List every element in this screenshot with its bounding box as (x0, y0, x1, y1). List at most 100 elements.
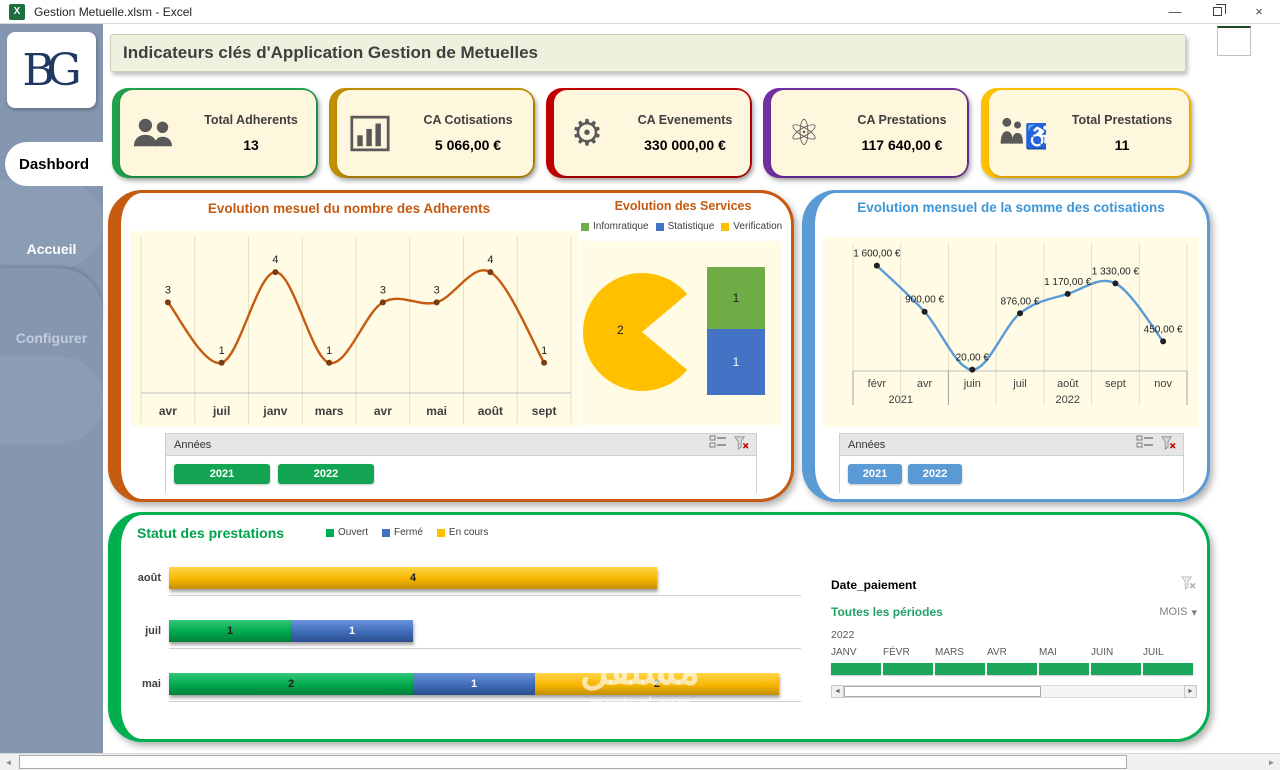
timeline-month[interactable]: JUIN (1091, 647, 1141, 675)
kpi-total-adherents: Total Adherents 13 (112, 88, 318, 178)
timeline-scrollbar-track[interactable] (844, 685, 1184, 698)
timeline-month[interactable]: FÉVR (883, 647, 933, 675)
svg-text:mars: mars (315, 404, 344, 418)
svg-text:août: août (478, 404, 503, 418)
services-legend: Infomratique Statistique Verification (581, 221, 785, 232)
slicer-button-2022[interactable]: 2022 (908, 464, 962, 484)
slicer-header[interactable]: Années (166, 434, 756, 456)
svg-text:2022: 2022 (1055, 394, 1079, 406)
scroll-left-arrow[interactable]: ◄ (4, 757, 13, 767)
legend-label: En cours (448, 527, 489, 538)
multiselect-icon[interactable] (1136, 435, 1154, 454)
legend-swatch (436, 528, 445, 537)
bar-segment-ouvert: 2 (169, 673, 413, 695)
kpi-value: 11 (1114, 137, 1130, 153)
kpi-value: 13 (243, 137, 259, 153)
legend-label: Ouvert (338, 527, 369, 538)
timeline-month[interactable]: JANV (831, 647, 881, 675)
sidebar: BG Dashbord Accueil Configurer (0, 24, 103, 753)
timeline-month-label: JUIN (1091, 647, 1114, 658)
timeline-month-block[interactable] (1091, 663, 1141, 675)
svg-text:2021: 2021 (888, 394, 912, 406)
timeline-scrollbar-thumb[interactable] (844, 686, 1042, 697)
timeline-month-block[interactable] (883, 663, 933, 675)
family-icon: ♿ (989, 90, 1055, 176)
bar-track: 4 (169, 567, 657, 589)
page-title: Indicateurs clés d'Application Gestion d… (123, 43, 538, 62)
slicer-header[interactable]: Années (840, 434, 1183, 456)
slicer-button-2021[interactable]: 2021 (174, 464, 270, 484)
close-button[interactable]: × (1255, 4, 1263, 19)
clear-filter-icon[interactable] (1160, 435, 1177, 455)
svg-text:juil: juil (1012, 378, 1026, 390)
timeline-month-label: JUIL (1143, 647, 1164, 658)
legend-item: Fermé (382, 527, 423, 538)
scrollbar-track[interactable] (17, 754, 1263, 770)
sidebar-item-configurer[interactable]: Configurer (15, 330, 88, 346)
svg-text:nov: nov (1154, 378, 1172, 390)
scroll-right-arrow[interactable]: ► (1267, 757, 1276, 767)
svg-text:3: 3 (165, 284, 171, 296)
kpi-label: Total Adherents (204, 113, 298, 127)
scrollbar-thumb[interactable] (19, 755, 1127, 769)
bar-category-label: mai (142, 678, 161, 690)
legend-item: Verification (721, 221, 782, 232)
chart-title-prestations: Statut des prestations (137, 525, 285, 541)
restore-button[interactable] (1196, 0, 1238, 23)
timeline-granularity-dropdown[interactable]: MOIS ▾ (1159, 606, 1197, 619)
slicer-annees-cotisations: Années 2021 2022 (839, 433, 1184, 493)
pie-value-label: 1 (732, 291, 740, 305)
timeline-month-block[interactable] (1039, 663, 1089, 675)
timeline-month-selector: JANV FÉVR MARS AVR MAI JUIN JUIL (831, 647, 1197, 675)
sidebar-item-dashboard[interactable]: Dashbord (5, 142, 103, 186)
bar-segment-en-cours: 2 (535, 673, 779, 695)
timeline-month[interactable]: MARS (935, 647, 985, 675)
timeline-month-label: MARS (935, 647, 964, 658)
kpi-value: 117 640,00 € (861, 137, 943, 153)
bar-category-label: juil (145, 625, 161, 637)
legend-item: Statistique (655, 221, 715, 232)
legend-item: Infomratique (581, 221, 649, 232)
atom-icon: ⚛ (787, 112, 821, 153)
svg-text:avr: avr (917, 378, 933, 390)
timeline-month[interactable]: JUIL (1143, 647, 1193, 675)
multiselect-icon[interactable] (709, 435, 727, 454)
sidebar-divider (0, 180, 103, 268)
svg-text:1: 1 (219, 345, 225, 357)
timeline-month-label: AVR (987, 647, 1007, 658)
timeline-month[interactable]: MAI (1039, 647, 1089, 675)
kpi-label: CA Evenements (637, 113, 733, 127)
svg-text:sept: sept (532, 404, 557, 418)
dashboard-header: Indicateurs clés d'Application Gestion d… (110, 34, 1186, 72)
sidebar-item-accueil[interactable]: Accueil (26, 241, 77, 257)
timeline-month-block[interactable] (831, 663, 881, 675)
svg-text:4: 4 (487, 254, 493, 266)
timeline-month[interactable]: AVR (987, 647, 1037, 675)
clear-filter-icon[interactable] (733, 435, 750, 455)
timeline-scroll-left-arrow[interactable]: ◄ (831, 685, 844, 698)
bar-category-label: août (137, 572, 161, 584)
slicer-button-2021[interactable]: 2021 (848, 464, 902, 484)
minimize-button[interactable]: — (1168, 4, 1182, 19)
timeline-clear-filter-icon[interactable] (1180, 575, 1197, 595)
bar-segment-ouvert: 1 (169, 620, 291, 642)
svg-text:sept: sept (1105, 378, 1126, 390)
services-pie-chart: 2 1 1 (581, 241, 781, 425)
timeline-scroll-right-arrow[interactable]: ► (1184, 685, 1197, 698)
timeline-month-block[interactable] (1143, 663, 1193, 675)
timeline-month-block[interactable] (987, 663, 1037, 675)
legend-swatch (721, 222, 730, 231)
panel-statut-prestations: Statut des prestations Ouvert Fermé En cou… (108, 512, 1210, 742)
timeline-month-block[interactable] (935, 663, 985, 675)
window-title: Gestion Metuelle.xlsm - Excel (34, 4, 193, 19)
slicer-button-2022[interactable]: 2022 (278, 464, 374, 484)
svg-text:3: 3 (380, 284, 386, 296)
svg-text:avr: avr (374, 404, 392, 418)
pie-slice-verification: 2 (583, 273, 701, 391)
timeline-granularity-label: MOIS (1159, 606, 1188, 618)
legend-item: Ouvert (326, 527, 368, 538)
gear-icon: ⚙ (570, 112, 604, 153)
legend-label: Statistique (667, 221, 715, 232)
